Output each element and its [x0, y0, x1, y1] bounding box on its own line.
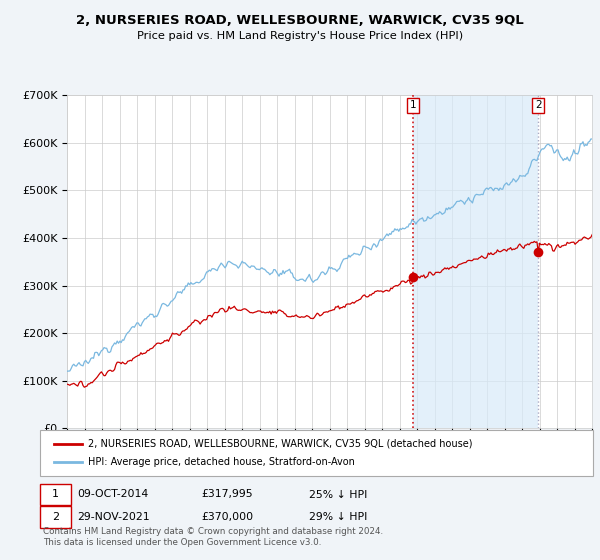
- Text: 2: 2: [52, 512, 59, 522]
- Text: 2, NURSERIES ROAD, WELLESBOURNE, WARWICK, CV35 9QL: 2, NURSERIES ROAD, WELLESBOURNE, WARWICK…: [76, 14, 524, 27]
- Text: 1: 1: [52, 489, 59, 500]
- Text: 2: 2: [535, 100, 541, 110]
- Text: 1: 1: [410, 100, 416, 110]
- Text: 29-NOV-2021: 29-NOV-2021: [77, 512, 149, 522]
- Bar: [413, 95, 538, 428]
- Text: Contains HM Land Registry data © Crown copyright and database right 2024.
This d: Contains HM Land Registry data © Crown c…: [43, 527, 383, 547]
- Text: 25% ↓ HPI: 25% ↓ HPI: [309, 489, 367, 500]
- Text: 2, NURSERIES ROAD, WELLESBOURNE, WARWICK, CV35 9QL (detached house): 2, NURSERIES ROAD, WELLESBOURNE, WARWICK…: [88, 439, 473, 449]
- Text: 09-OCT-2014: 09-OCT-2014: [77, 489, 148, 500]
- Text: £370,000: £370,000: [201, 512, 253, 522]
- Text: HPI: Average price, detached house, Stratford-on-Avon: HPI: Average price, detached house, Stra…: [88, 458, 355, 467]
- Text: £317,995: £317,995: [201, 489, 253, 500]
- Text: 29% ↓ HPI: 29% ↓ HPI: [309, 512, 367, 522]
- Text: Price paid vs. HM Land Registry's House Price Index (HPI): Price paid vs. HM Land Registry's House …: [137, 31, 463, 41]
